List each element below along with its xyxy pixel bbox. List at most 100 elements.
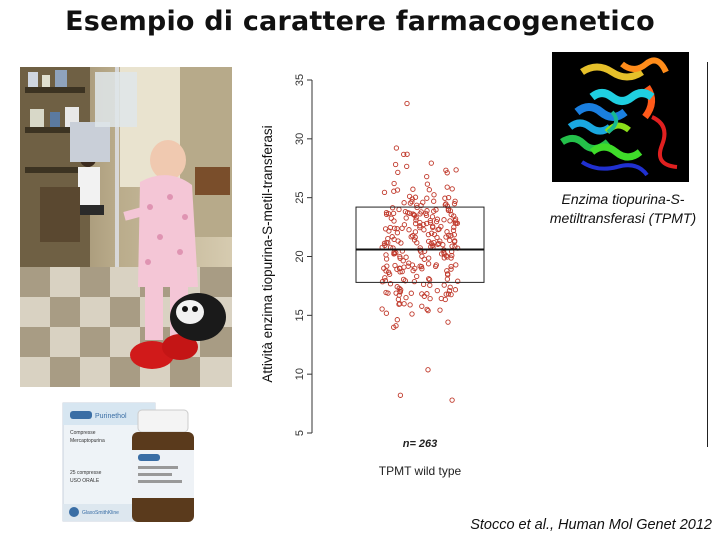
data-point (412, 194, 419, 200)
data-point (403, 294, 409, 301)
data-point (400, 258, 406, 264)
data-point (429, 214, 436, 220)
data-point (424, 208, 430, 214)
data-point (431, 198, 437, 204)
data-point (397, 265, 403, 272)
medicine-text-3: 25 compresse (70, 470, 102, 476)
data-point (419, 303, 425, 309)
data-point (443, 253, 449, 259)
data-point (406, 193, 413, 200)
data-point (451, 201, 458, 207)
data-point (400, 276, 407, 283)
data-point (443, 167, 449, 173)
data-point (419, 266, 425, 272)
data-point (424, 291, 430, 297)
data-point (418, 263, 425, 270)
box-plot (355, 206, 485, 283)
y-tick-label: 15 (294, 309, 306, 321)
data-point (385, 269, 392, 275)
data-point (424, 195, 430, 201)
data-points (379, 100, 461, 403)
data-point (428, 230, 435, 236)
data-point (393, 250, 399, 256)
data-point (382, 275, 388, 281)
data-point (401, 200, 407, 206)
data-point (385, 235, 391, 242)
data-point (395, 169, 401, 176)
medicine-brand: Purinethol (95, 413, 127, 420)
medicine-text-1: Compresse (70, 430, 96, 436)
data-point (391, 188, 397, 194)
data-point (401, 151, 407, 158)
data-point (449, 186, 455, 192)
data-point (396, 285, 402, 291)
data-point (414, 273, 420, 280)
data-point (409, 311, 415, 317)
data-point (449, 252, 455, 259)
data-point (408, 290, 414, 296)
data-point (401, 222, 408, 228)
data-point (403, 215, 409, 221)
data-point (384, 263, 390, 269)
data-point (441, 217, 447, 223)
data-point (435, 226, 441, 233)
data-point (425, 261, 432, 267)
data-point (442, 296, 448, 303)
data-point (419, 253, 425, 259)
data-point (444, 184, 450, 190)
data-point (395, 296, 402, 303)
tpmt-activity-chart: 5 10 15 20 25 30 35 n= 263 TPMT wild type (280, 60, 520, 480)
data-point (447, 218, 453, 224)
data-point (409, 198, 415, 205)
enzyme-caption: Enzima tiopurina-S-metiltransferasi (TPM… (549, 191, 697, 226)
data-point (426, 276, 432, 282)
data-point (397, 392, 404, 398)
data-point (410, 186, 416, 192)
data-point (407, 200, 414, 206)
sample-size-label: n= 263 (403, 438, 438, 450)
data-point (411, 237, 418, 243)
data-point (455, 278, 461, 284)
data-point (397, 269, 403, 275)
data-point (379, 306, 385, 312)
data-point (385, 210, 392, 217)
data-point (448, 263, 454, 270)
data-point (397, 253, 403, 260)
data-point (383, 310, 390, 316)
data-point (443, 291, 449, 297)
medicine-package: Purinethol Compresse Mercaptopurina 25 c… (58, 398, 198, 526)
data-point (451, 213, 457, 219)
x-axis-label: TPMT wild type (379, 464, 462, 478)
data-point (394, 230, 401, 236)
data-point (382, 242, 388, 249)
data-point (412, 229, 419, 235)
data-point (445, 319, 451, 325)
data-point (387, 224, 393, 231)
y-tick-label: 30 (294, 133, 306, 145)
hospital-photo (20, 67, 232, 387)
y-tick-label: 5 (294, 430, 306, 436)
data-point (405, 263, 411, 269)
data-point (426, 255, 432, 261)
data-point (434, 234, 440, 241)
data-point (391, 180, 397, 187)
data-point (398, 287, 404, 293)
data-point (383, 256, 390, 262)
data-point (388, 215, 394, 221)
data-point (387, 281, 394, 287)
data-point (393, 323, 399, 329)
data-point (448, 266, 454, 272)
data-point (383, 289, 389, 296)
data-point (421, 227, 427, 233)
data-point (404, 100, 410, 107)
data-point (381, 240, 388, 246)
data-point (444, 170, 450, 176)
data-point (423, 212, 430, 219)
data-point (444, 203, 451, 209)
data-point (424, 306, 430, 313)
data-point (433, 218, 440, 225)
data-point (425, 231, 432, 238)
data-point (425, 367, 431, 373)
protein-structure-image (552, 52, 689, 182)
data-point (417, 211, 423, 217)
